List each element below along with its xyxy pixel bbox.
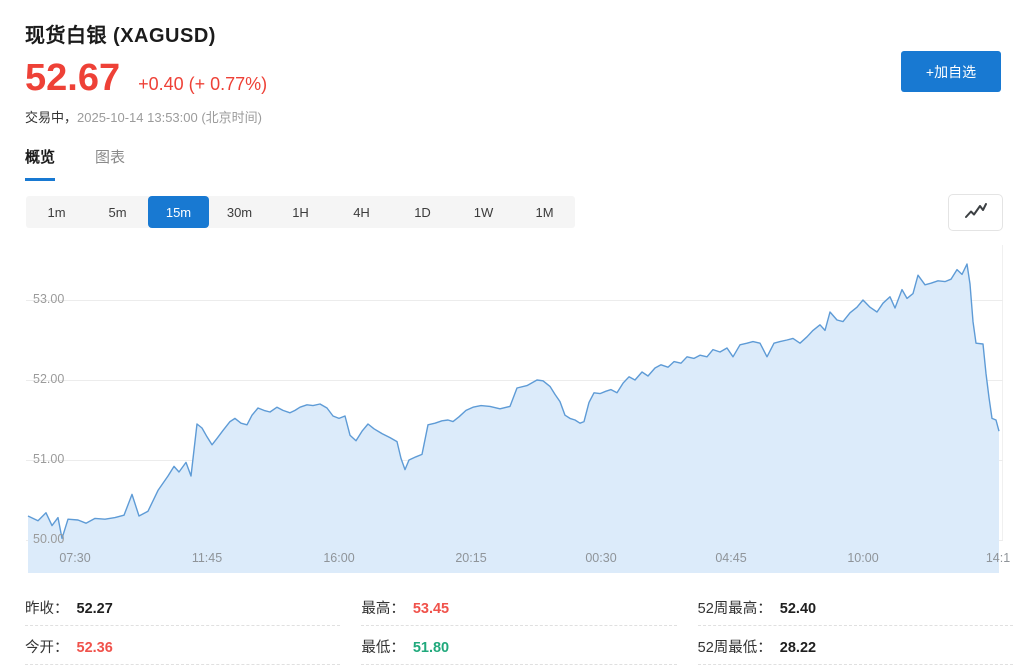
range-button-1H[interactable]: 1H [270,196,331,228]
stat-value: 52.40 [779,601,817,617]
range-button-1m[interactable]: 1m [26,196,87,228]
range-button-1M[interactable]: 1M [514,196,575,228]
range-toolbar: 1m 5m 15m 30m 1H 4H 1D 1W 1M [26,196,575,228]
add-watchlist-button[interactable]: +加自选 [901,51,1001,92]
tab-bar: 概览 图表 [25,146,1021,181]
stat-cell: 52周最低： 28.22 [697,626,1013,665]
stat-cell: 最高： 53.45 [361,587,677,626]
price-change: +0.40 (+ 0.77%) [138,74,268,94]
stat-value: 52.36 [76,640,113,656]
stat-value: 53.45 [412,601,450,617]
stat-label: 52周最高： [697,601,772,617]
range-button-15m[interactable]: 15m [148,196,209,228]
stat-label: 52周最低： [697,640,772,656]
stats-grid: 昨收： 52.27 最高： 53.45 52周最高： 52.40 今开： 52.36 最低： 51… [25,587,1013,665]
area-series-svg [27,263,1000,573]
instrument-title: 现货白银 (XAGUSD) [25,25,216,47]
stat-label: 今开： [25,640,69,656]
chart-type-button[interactable] [948,194,1003,231]
stat-value: 51.80 [412,640,450,656]
x-axis-label: 04:45 [715,551,747,565]
trading-status-row: 交易中，2025-10-14 13:53:00 (北京时间) [25,107,1001,126]
quote-timestamp: 2025-10-14 13:53:00 (北京时间) [77,110,262,125]
y-axis-label: 53.00 [33,292,65,306]
series-fill [28,264,999,573]
stat-label: 最低： [361,640,405,656]
x-axis-label: 16:00 [323,551,355,565]
last-price: 52.67 [25,57,121,99]
x-axis-label: 00:30 [585,551,617,565]
range-button-1W[interactable]: 1W [453,196,514,228]
x-axis-label: 20:15 [455,551,487,565]
x-axis-label: 07:30 [59,551,91,565]
range-button-1D[interactable]: 1D [392,196,453,228]
stat-value: 28.22 [779,640,817,656]
stat-cell: 今开： 52.36 [25,626,341,665]
x-axis-label: 11:45 [191,551,223,565]
price-chart[interactable]: 53.00 52.00 51.00 50.00 07:30 11:45 16:00 20:15… [26,245,1010,573]
y-axis-label: 51.00 [33,452,65,466]
tab-图表[interactable]: 图表 [95,149,126,166]
chart-right-gridline [1002,245,1003,540]
range-button-4H[interactable]: 4H [331,196,392,228]
h-gridline-53.00 [26,300,1003,301]
x-axis-label: 10:00 [847,551,879,565]
quote-header: 现货白银 (XAGUSD) 52.67 +0.40 (+ 0.77%) 交易中，… [0,0,1021,126]
x-axis-label: 14:1 [985,551,1011,565]
stat-label: 昨收： [25,601,69,617]
stat-value: 52.27 [76,601,113,617]
trading-status: 交易中， [25,110,78,125]
stat-label: 最高： [361,601,405,617]
series-line [27,263,1000,540]
range-button-5m[interactable]: 5m [87,196,148,228]
tab-概览[interactable]: 概览 [25,146,56,181]
h-gridline-52.00 [26,380,1003,381]
y-axis-label: 50.00 [33,532,65,546]
y-axis-label: 52.00 [33,372,65,386]
stat-cell: 52周最高： 52.40 [697,587,1013,626]
trend-line-icon [963,201,989,224]
range-button-30m[interactable]: 30m [209,196,270,228]
stat-cell: 最低： 51.80 [361,626,677,665]
price-row: 52.67 +0.40 (+ 0.77%) [25,59,1001,97]
stat-cell: 昨收： 52.27 [25,587,341,626]
range-toolbar-row: 1m 5m 15m 30m 1H 4H 1D 1W 1M [26,194,1021,231]
